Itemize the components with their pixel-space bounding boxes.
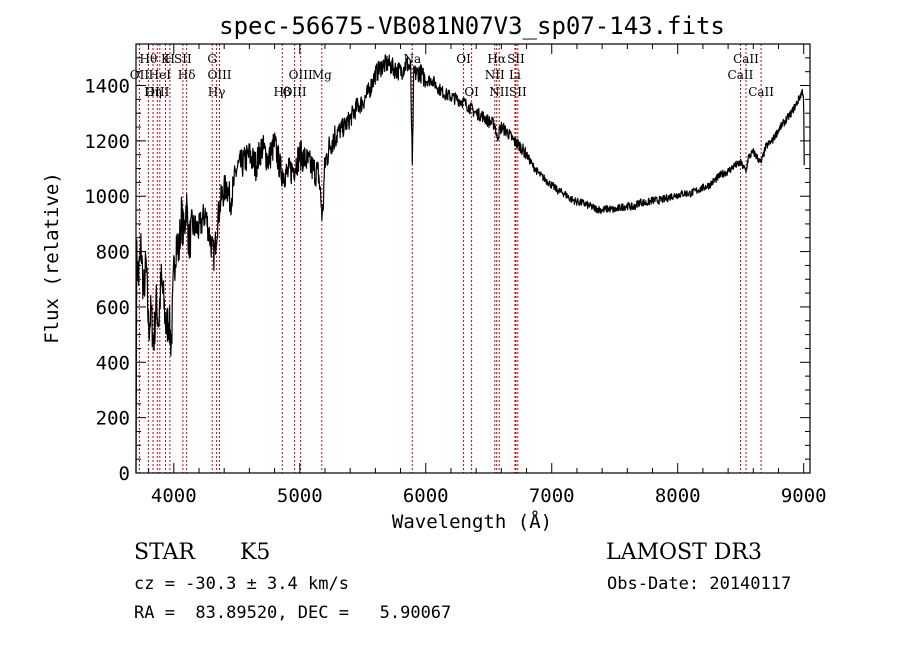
y-tick-label: 1200 xyxy=(84,131,130,153)
y-tick-label: 400 xyxy=(96,352,130,374)
x-tick-label: 4000 xyxy=(151,485,197,507)
spectral-line-label: NII xyxy=(489,85,509,99)
spectral-line-labels: HθOIIOIIIKHeIHηHHδSIIOIIIHγGOIIIOIIIHβMg… xyxy=(130,52,775,99)
spectral-line-label: SII xyxy=(509,85,527,99)
x-tick-label: 7000 xyxy=(529,485,575,507)
spectral-line-label: OII xyxy=(130,68,150,82)
x-tick-label: 5000 xyxy=(277,485,323,507)
x-axis-label: Wavelength (Å) xyxy=(392,510,552,533)
spectral-line-label: NII xyxy=(485,68,505,82)
chart-title: spec-56675-VB081N07V3_sp07-143.fits xyxy=(219,12,725,40)
x-tick-label: 9000 xyxy=(781,485,827,507)
y-tick-label: 1400 xyxy=(84,76,130,98)
spectral-line-label: CaII xyxy=(748,85,774,99)
y-axis-ticks: 0 200 400 600 800 1000 1200 1400 xyxy=(84,43,810,485)
y-tick-label: 1000 xyxy=(84,186,130,208)
spectral-line-label: Hβ xyxy=(274,85,291,99)
obs-date: Obs-Date: 20140117 xyxy=(607,574,792,594)
spectral-line-label: Hη xyxy=(144,85,162,99)
spectral-line-label: Hθ xyxy=(139,52,157,66)
spectrum-line xyxy=(135,54,805,474)
spectral-line-label: OI xyxy=(464,85,479,99)
spectral-line-label: OI xyxy=(456,52,471,66)
spectral-line-label: HeI xyxy=(149,68,172,82)
spectral-line-label: OIII xyxy=(283,85,307,99)
spectral-line-label: Li xyxy=(509,68,521,82)
spectral-line-label: Hδ xyxy=(178,68,196,82)
cz-value: cz = -30.3 ± 3.4 km/s xyxy=(134,574,349,594)
y-axis-label: Flux (relative) xyxy=(41,172,63,344)
spectral-line-label: Hα xyxy=(487,52,506,66)
x-tick-label: 8000 xyxy=(655,485,701,507)
y-tick-label: 0 xyxy=(119,463,130,485)
spectral-line-label: H xyxy=(165,52,175,66)
y-tick-label: 600 xyxy=(96,297,130,319)
y-tick-label: 200 xyxy=(96,408,130,430)
spectral-line-label: OIII xyxy=(289,68,313,82)
coordinates: RA = 83.89520, DEC = 5.90067 xyxy=(134,603,452,623)
spectral-line-label: SII xyxy=(174,52,192,66)
spectral-line-label: CaII xyxy=(728,68,754,82)
spectral-line-label: CaII xyxy=(733,52,759,66)
y-tick-label: 800 xyxy=(96,242,130,264)
spectral-line-label: OIII xyxy=(145,85,169,99)
x-axis-ticks: 4000 5000 6000 7000 8000 9000 xyxy=(148,44,827,507)
spectral-line-label: G xyxy=(207,52,217,66)
spectral-line-label: Mg xyxy=(312,68,332,82)
spectral-line-label: Hγ xyxy=(208,85,226,99)
spectral-line-label: K xyxy=(161,52,171,66)
plot-frame xyxy=(135,43,811,474)
spectral-line-label: OIII xyxy=(207,68,231,82)
spectral-line-label: SII xyxy=(507,52,525,66)
object-subclass: K5 xyxy=(240,540,271,565)
x-tick-label: 6000 xyxy=(403,485,449,507)
object-type: STAR xyxy=(134,540,195,565)
survey-name: LAMOST DR3 xyxy=(606,540,762,565)
spectral-line-markers xyxy=(138,44,762,473)
